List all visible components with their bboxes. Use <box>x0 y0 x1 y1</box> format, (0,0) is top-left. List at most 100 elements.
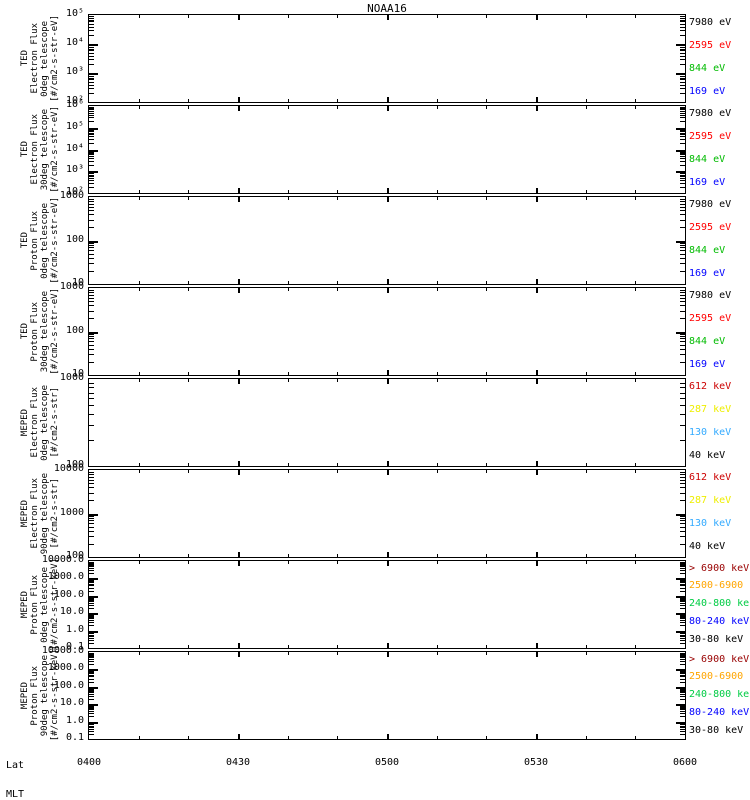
x-minor-tick <box>138 99 140 102</box>
legend-entry: 169 eV <box>689 269 726 279</box>
legend-entry: 844 eV <box>689 154 726 165</box>
x-major-tick <box>387 379 389 384</box>
y-minor-tick <box>89 614 94 616</box>
y-minor-tick <box>89 52 94 54</box>
flux-panel-1 <box>88 14 686 103</box>
x-major-tick <box>536 552 538 557</box>
y-minor-tick <box>89 139 94 141</box>
x-major-tick <box>536 561 538 566</box>
x-minor-tick <box>635 197 637 200</box>
x-minor-tick <box>337 645 339 648</box>
y-minor-tick <box>89 250 94 252</box>
y-tick-label: 10⁶ <box>65 99 84 110</box>
legend-entry: 169 eV <box>689 360 726 370</box>
y-minor-tick <box>89 121 94 123</box>
x-minor-tick <box>287 288 289 291</box>
x-minor-tick <box>436 470 438 473</box>
y-minor-tick <box>89 74 94 76</box>
y-minor-tick <box>680 64 685 66</box>
x-minor-tick <box>585 15 587 18</box>
y-minor-tick <box>89 730 94 732</box>
y-minor-tick <box>680 227 685 229</box>
y-minor-tick <box>680 543 685 545</box>
y-minor-tick <box>89 176 94 178</box>
y-minor-tick <box>89 681 94 683</box>
panel-instrument-label: MEPED <box>20 408 30 437</box>
x-minor-tick <box>188 652 190 655</box>
y-tick-label: 10000 <box>53 463 84 474</box>
y-minor-tick <box>680 132 685 134</box>
y-minor-tick <box>680 693 685 695</box>
y-minor-tick <box>680 117 685 119</box>
y-minor-tick <box>680 472 685 473</box>
x-minor-tick <box>486 470 488 473</box>
y-minor-tick <box>89 55 94 57</box>
flux-panel-8 <box>88 651 686 740</box>
y-minor-tick <box>680 160 685 162</box>
y-minor-tick <box>680 305 685 307</box>
x-major-tick <box>387 97 389 102</box>
legend-entry: 169 eV <box>689 178 726 188</box>
y-minor-tick <box>680 23 685 25</box>
y-minor-tick <box>89 35 94 37</box>
y-minor-tick <box>680 695 685 697</box>
y-minor-tick <box>680 562 685 564</box>
y-minor-tick <box>680 383 685 384</box>
y-tick-label: 100.0 <box>53 588 84 600</box>
y-minor-tick <box>680 301 685 303</box>
y-minor-tick <box>680 333 685 335</box>
y-minor-tick <box>89 253 94 255</box>
y-minor-tick <box>89 392 94 394</box>
x-major-tick <box>387 470 389 475</box>
y-minor-tick <box>680 634 685 636</box>
x-minor-tick <box>287 15 289 18</box>
y-minor-tick <box>89 398 94 400</box>
y-minor-tick <box>89 695 94 697</box>
y-minor-tick <box>680 186 685 188</box>
y-minor-tick <box>680 676 685 678</box>
x-minor-tick <box>436 106 438 109</box>
x-major-tick <box>536 279 538 284</box>
y-minor-tick <box>680 622 685 624</box>
y-minor-tick <box>680 653 685 655</box>
y-minor-tick <box>680 604 685 606</box>
y-major-tick <box>676 331 685 334</box>
x-minor-tick <box>635 288 637 291</box>
x-minor-tick <box>188 736 190 739</box>
y-minor-tick <box>680 121 685 123</box>
y-minor-tick <box>89 199 94 200</box>
y-minor-tick <box>680 692 685 693</box>
x-minor-tick <box>188 470 190 473</box>
x-minor-tick <box>188 15 190 18</box>
y-minor-tick <box>680 500 685 502</box>
panel-units-label: [#/cm2-s-str-eV] <box>50 15 60 102</box>
legend-entry: 40 keV <box>689 451 726 461</box>
panel-units-label: [#/cm2-s-str] <box>50 478 60 549</box>
y-minor-tick <box>89 517 94 519</box>
x-minor-tick <box>337 652 339 655</box>
panel-axis-label: MEPED Electron Flux 0deg telescope [#/cm2-s… <box>20 378 84 467</box>
y-minor-tick <box>680 318 685 320</box>
y-minor-tick <box>89 570 94 572</box>
y-minor-tick <box>89 673 94 675</box>
y-minor-tick <box>89 564 94 566</box>
y-tick-label: 1.0 <box>65 714 84 726</box>
y-minor-tick <box>89 186 94 188</box>
y-minor-tick <box>89 219 94 221</box>
y-minor-tick <box>680 699 685 700</box>
x-tick-label: 0400 <box>76 757 102 768</box>
y-minor-tick <box>89 678 94 680</box>
y-tick-label: 1000.0 <box>47 571 84 583</box>
x-major-tick <box>238 15 240 20</box>
y-minor-tick <box>89 601 94 602</box>
x-minor-tick <box>635 645 637 648</box>
x-minor-tick <box>436 379 438 382</box>
y-minor-tick <box>89 173 94 175</box>
x-minor-tick <box>585 99 587 102</box>
legend-entry: > 6900 keV <box>689 563 750 574</box>
x-major-tick <box>238 652 240 657</box>
y-minor-tick <box>680 722 685 724</box>
y-minor-tick <box>680 59 685 61</box>
x-minor-tick <box>436 99 438 102</box>
legend-entry: 2500-6900 <box>689 672 744 683</box>
